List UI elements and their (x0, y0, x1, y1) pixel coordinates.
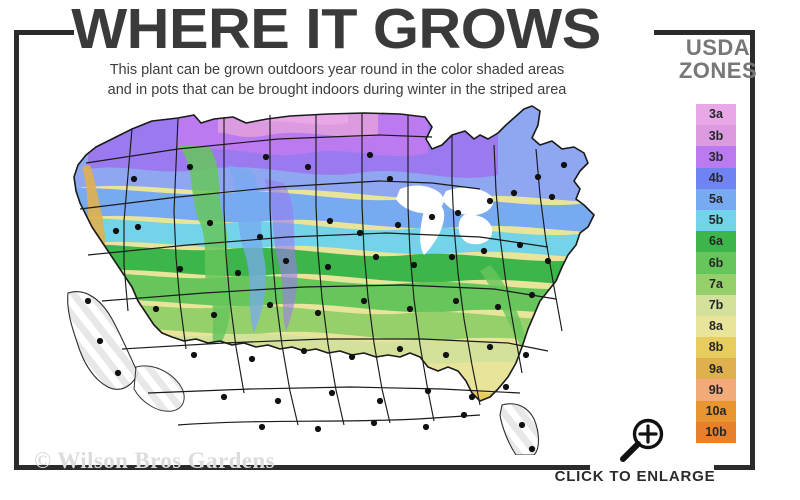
usda-hardiness-zone-map[interactable] (28, 105, 658, 455)
click-to-enlarge-label[interactable]: CLICK TO ENLARGE (554, 468, 716, 485)
magnifier-plus-icon[interactable] (616, 418, 668, 464)
striped-region-overlay (67, 291, 540, 455)
legend-heading-line-1: USDA (685, 35, 751, 60)
legend-swatch-10b-15[interactable]: 10b (696, 421, 736, 443)
frame-bottom-border (14, 465, 590, 470)
frame-bottom-right-border (714, 465, 755, 470)
legend-swatch-3b-2[interactable]: 3b (696, 146, 736, 168)
subtitle-line-1: This plant can be grown outdoors year ro… (109, 62, 565, 78)
legend-swatch-4b-3[interactable]: 4b (696, 167, 736, 189)
frame-top-left-border (14, 30, 74, 35)
legend-swatch-3a-0[interactable]: 3a (696, 104, 736, 126)
legend-swatch-6a-6[interactable]: 6a (696, 231, 736, 253)
frame-right-border (750, 30, 755, 470)
legend-swatch-9a-12[interactable]: 9a (696, 358, 736, 380)
usa-outline (73, 105, 595, 402)
legend-heading-line-2: ZONES (678, 58, 758, 83)
watermark: © Wilson Bros Gardens (34, 448, 275, 473)
legend-swatch-5b-5[interactable]: 5b (696, 209, 736, 232)
legend-swatch-3b-1[interactable]: 3b (696, 125, 736, 147)
legend-swatch-7b-9[interactable]: 7b (696, 294, 736, 316)
subtitle-line-2: and in pots that can be brought indoors … (107, 82, 567, 98)
page-title: WHERE IT GROWS (71, 0, 601, 61)
frame-left-border (14, 30, 19, 470)
legend-heading: USDA ZONES (668, 36, 768, 82)
legend-swatch-6b-7[interactable]: 6b (696, 252, 736, 274)
frame-top-right-border (654, 30, 755, 35)
legend-swatch-8a-10[interactable]: 8a (696, 315, 736, 338)
city-dots (84, 151, 568, 453)
legend-swatch-8b-11[interactable]: 8b (696, 337, 736, 359)
legend-swatch-7a-8[interactable]: 7a (696, 273, 736, 295)
usda-zone-legend: 3a 3b 3b 4b 5a 5b 6a 6b 7a 7b 8a 8b 9a 9b 10a 10b (696, 104, 736, 443)
state-borders (79, 113, 563, 426)
page-subtitle: This plant can be grown outdoors year ro… (30, 60, 644, 100)
legend-swatch-5a-4[interactable]: 5a (696, 188, 736, 210)
legend-swatch-10a-14[interactable]: 10a (696, 400, 736, 422)
legend-swatch-9b-13[interactable]: 9b (696, 379, 736, 401)
